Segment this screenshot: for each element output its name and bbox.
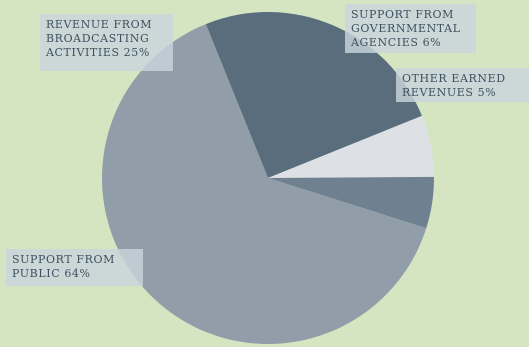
pie-slice-3 xyxy=(268,176,435,229)
slice-label-line: REVENUE FROM xyxy=(46,18,152,31)
slice-label-line: ACTIVITIES 25% xyxy=(45,46,150,59)
pie-slice-4 xyxy=(101,24,427,345)
pie-slices xyxy=(101,12,435,345)
slice-label-line: SUPPORT FROM xyxy=(351,8,454,21)
slice-label-line: AGENCIES 6% xyxy=(350,36,441,49)
label-box xyxy=(6,249,143,286)
slice-label-line: PUBLIC 64% xyxy=(12,267,91,280)
label-box xyxy=(396,68,529,102)
slice-label-line: BROADCASTING xyxy=(46,32,149,45)
slice-label-line: OTHER EARNED xyxy=(402,72,506,85)
slice-label-line: REVENUES 5% xyxy=(402,86,496,99)
slice-label-line: SUPPORT FROM xyxy=(12,253,115,266)
label-box xyxy=(345,4,476,53)
label-box xyxy=(40,14,173,71)
slice-label-line: GOVERNMENTAL xyxy=(351,22,461,35)
pie-slice-2 xyxy=(268,115,434,178)
pie-slice-1 xyxy=(205,12,422,178)
